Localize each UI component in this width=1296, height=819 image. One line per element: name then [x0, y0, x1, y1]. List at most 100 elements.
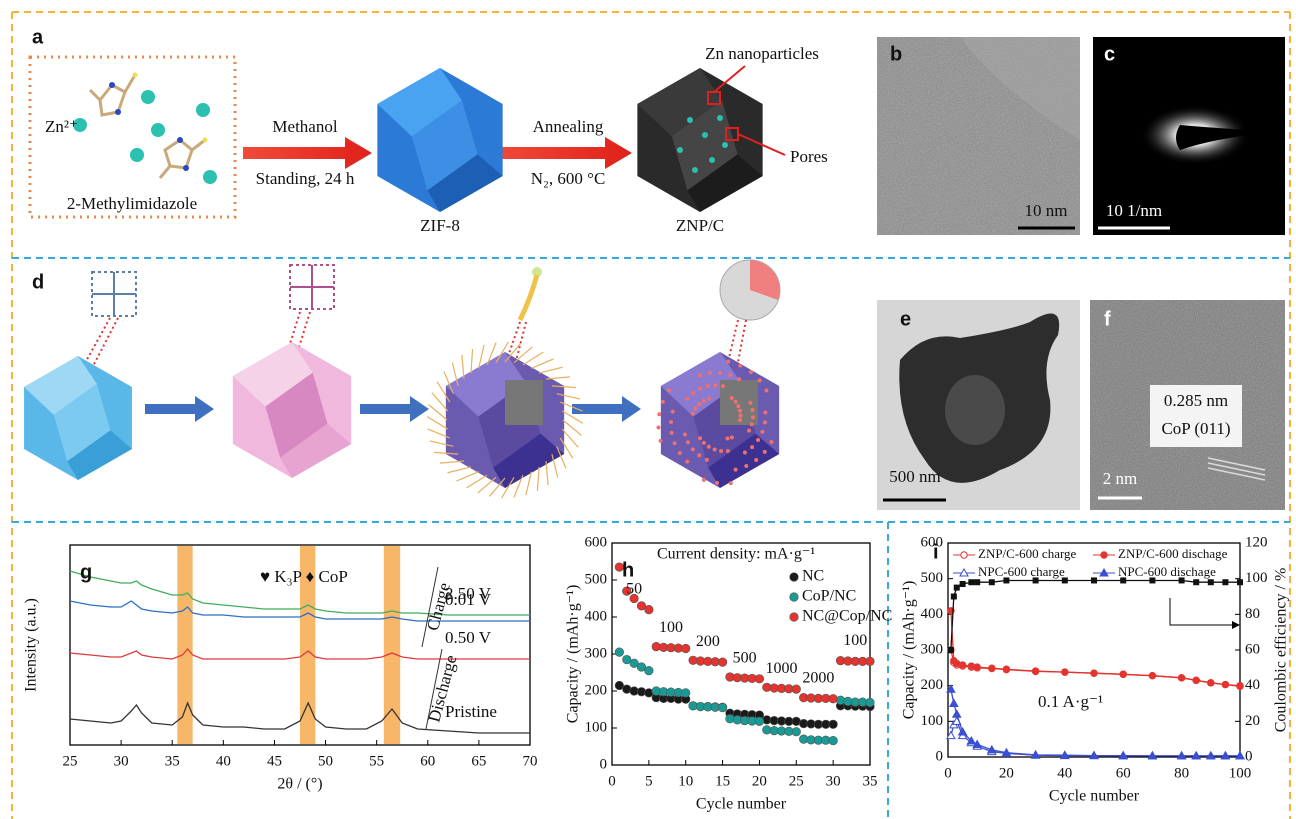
cop-particle	[764, 388, 768, 392]
data-point	[1062, 669, 1068, 675]
reactant-ligand: 2-Methylimidazole	[67, 194, 197, 213]
data-point	[1003, 577, 1009, 583]
scale-bar-label: 10 nm	[1025, 201, 1068, 220]
cop-particle	[756, 438, 760, 442]
data-point	[755, 717, 764, 726]
cop-particle	[763, 411, 767, 415]
y-tick-label: 0	[600, 756, 608, 772]
cop-particle	[750, 445, 754, 449]
data-point	[968, 579, 974, 585]
y-tick-label: 300	[585, 645, 608, 661]
data-point	[1193, 579, 1199, 585]
y2-tick-label: 60	[1245, 641, 1260, 657]
data-point	[1032, 668, 1038, 674]
cop-particle	[749, 370, 753, 374]
carbon-nanotube	[456, 472, 478, 481]
data-point	[1193, 677, 1199, 683]
data-point	[755, 674, 764, 683]
x-tick-label: 0	[944, 765, 952, 781]
panel-label: i	[933, 541, 939, 563]
x-tick-label: 55	[369, 753, 384, 769]
y2-tick-label: 80	[1245, 606, 1260, 622]
x-tick-label: 10	[678, 773, 693, 789]
panel-label: f	[1104, 308, 1111, 330]
cop-particle	[707, 397, 711, 401]
data-point	[1033, 577, 1039, 583]
panel-label: g	[80, 561, 92, 583]
x-tick-label: 60	[420, 753, 435, 769]
panel-label: b	[890, 43, 902, 65]
molecules	[141, 90, 155, 104]
y2-tick-label: 20	[1245, 713, 1260, 729]
data-point	[1222, 579, 1228, 585]
nanotube-icon	[520, 275, 537, 320]
carbon-nanotube	[546, 461, 548, 485]
legend-marker	[790, 573, 799, 582]
x-tick-label: 25	[63, 753, 78, 769]
step-label: N₂, 600 °C	[531, 169, 606, 188]
zn-particle	[677, 147, 683, 153]
cop-particle	[739, 414, 743, 418]
y-tick-label: 400	[585, 608, 608, 624]
cop-particle	[707, 445, 711, 449]
x-axis-label: Cycle number	[696, 796, 787, 813]
molecules	[90, 75, 135, 115]
arrow	[572, 396, 641, 422]
cop-particle	[685, 397, 689, 401]
molecules	[109, 82, 115, 88]
cop-particle	[726, 437, 730, 441]
y-tick-label: 0	[936, 748, 944, 764]
panel-b: b 10 nm	[877, 37, 1080, 235]
legend-label: NPC-600 dischage	[1118, 564, 1216, 579]
data-point	[1062, 577, 1068, 583]
cop-particle	[686, 440, 690, 444]
data-point	[645, 605, 654, 614]
figure: a Zn²⁺ 2-Methylimidazole Methanol Standi…	[0, 0, 1296, 819]
x-tick-label: 20	[752, 773, 767, 789]
data-point	[1091, 577, 1097, 583]
data-point	[615, 648, 624, 657]
data-point	[959, 662, 965, 668]
data-point	[989, 579, 995, 585]
cop-particle	[744, 464, 748, 468]
cop-particle	[713, 448, 717, 452]
cop-particle	[698, 373, 702, 377]
cop-particle	[656, 426, 660, 430]
x-tick-label: 45	[267, 753, 282, 769]
data-point	[1120, 577, 1126, 583]
cop-particle	[730, 435, 734, 439]
cop-particle	[737, 377, 741, 381]
data-point	[953, 710, 961, 717]
arrow	[243, 137, 372, 169]
zn-particle	[692, 167, 698, 173]
cop-particle	[738, 409, 742, 413]
legend-label: CoP/NC	[802, 588, 856, 605]
molecules	[196, 103, 210, 117]
cop-particle	[760, 430, 764, 434]
rate-label: 200	[696, 633, 720, 650]
x-tick-label: 65	[471, 753, 486, 769]
data-point	[951, 594, 957, 600]
data-point	[950, 700, 958, 707]
legend-marker	[1101, 552, 1107, 558]
cop-particle	[667, 388, 671, 392]
data-point	[1237, 683, 1243, 689]
cop-particle	[770, 440, 774, 444]
cop-particle	[718, 371, 722, 375]
data-point	[792, 685, 801, 694]
cop-particle	[702, 478, 706, 482]
y-tick-label: 300	[921, 641, 944, 657]
stage-label: ZIF-8	[420, 216, 460, 235]
x-tick-label: 35	[165, 753, 180, 769]
x-tick-label: 50	[318, 753, 333, 769]
x-tick-label: 5	[645, 773, 653, 789]
cop-particle	[698, 436, 702, 440]
arrow	[145, 396, 214, 422]
cop-particle	[726, 449, 730, 453]
cop-particle	[721, 384, 725, 388]
data-point	[718, 658, 727, 667]
peak-legend: ♥ K₃P ♦ CoP	[260, 567, 348, 586]
legend-label: ZNP/C-600 charge	[978, 546, 1077, 561]
cop-particle	[698, 387, 702, 391]
data-point	[974, 579, 980, 585]
